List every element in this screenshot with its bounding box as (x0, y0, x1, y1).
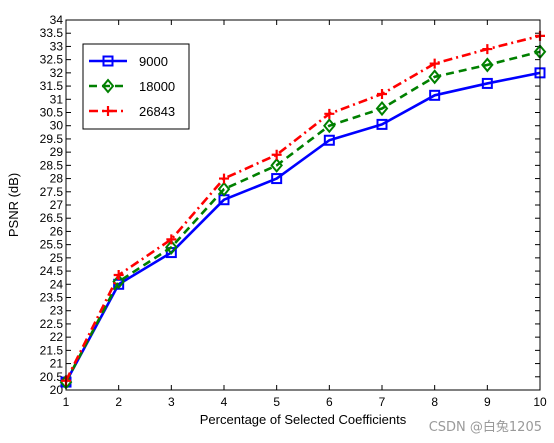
y-tick-label: 27 (50, 198, 64, 212)
series-line (64, 50, 541, 383)
y-tick-label: 29 (50, 145, 64, 159)
y-tick-label: 20 (50, 383, 64, 397)
legend-marker (101, 78, 115, 94)
y-tick-label: 26.5 (40, 211, 64, 225)
x-tick-label: 4 (221, 395, 228, 409)
plot-frame (65, 19, 541, 391)
x-tick-label: 8 (431, 395, 438, 409)
x-axis-ticks: 1 2 3 4 5 6 7 8 9 10 (63, 20, 547, 409)
data-point (429, 89, 441, 101)
x-tick-label: 5 (273, 395, 280, 409)
data-point (323, 118, 336, 134)
y-tick-label: 21 (50, 357, 64, 371)
x-tick-label: 7 (379, 395, 386, 409)
x-axis-label: Percentage of Selected Coefficients (200, 412, 407, 427)
y-tick-label: 26 (50, 224, 64, 238)
y-tick-label: 20.5 (40, 370, 64, 384)
data-point (271, 173, 283, 185)
data-point (377, 89, 387, 99)
watermark: CSDN @白兔1205 (428, 420, 542, 435)
y-tick-label: 31 (50, 92, 64, 106)
data-point (481, 57, 494, 73)
x-tick-label: 1 (63, 395, 70, 409)
legend-label: 26843 (139, 104, 175, 119)
data-point (113, 270, 124, 281)
series-layer (59, 30, 547, 390)
x-tick-label: 9 (484, 395, 491, 409)
data-point (270, 157, 283, 173)
y-tick-label: 31.5 (40, 79, 64, 93)
data-point (271, 149, 282, 160)
legend-label: 18000 (139, 79, 175, 94)
legend-marker (102, 55, 114, 67)
y-tick-label: 25 (50, 251, 64, 265)
legend: 9000 18000 26843 (82, 43, 190, 130)
data-point (217, 181, 231, 197)
y-tick-label: 34 (50, 13, 64, 27)
y-tick-label: 33 (50, 39, 64, 53)
data-point (112, 274, 125, 290)
y-tick-label: 28.5 (40, 158, 64, 172)
y-axis-label: PSNR (dB) (6, 173, 21, 237)
data-point (482, 44, 493, 55)
y-tick-label: 23.5 (40, 291, 64, 305)
data-point (376, 118, 388, 130)
data-point (219, 173, 229, 184)
x-tick-label: 2 (115, 395, 122, 409)
y-axis-ticks: 2020.52121.52222.52323.52424.52525.52626… (40, 13, 540, 397)
y-tick-label: 33.5 (40, 26, 64, 40)
data-point (166, 234, 177, 245)
y-tick-label: 32 (50, 66, 64, 80)
y-tick-label: 22 (50, 330, 64, 344)
y-tick-label: 29.5 (40, 132, 64, 146)
x-tick-label: 10 (533, 395, 547, 409)
data-point (428, 69, 441, 85)
data-point (165, 239, 178, 255)
y-tick-label: 30.5 (40, 106, 64, 120)
y-tick-label: 23 (50, 304, 64, 318)
y-tick-label: 28 (50, 172, 64, 186)
y-tick-label: 24 (50, 277, 64, 291)
legend-marker (103, 106, 113, 116)
x-tick-label: 6 (326, 395, 333, 409)
data-point (324, 108, 335, 119)
y-tick-label: 32.5 (40, 53, 64, 67)
y-tick-label: 30 (50, 119, 64, 133)
y-tick-label: 21.5 (40, 343, 64, 357)
data-point (429, 58, 440, 69)
legend-box (82, 43, 190, 130)
data-point (323, 134, 335, 146)
y-tick-label: 22.5 (40, 317, 64, 331)
x-tick-label: 3 (168, 395, 175, 409)
series-line (64, 71, 541, 383)
y-tick-label: 27.5 (40, 185, 64, 199)
data-point (375, 100, 389, 117)
legend-label: 9000 (139, 54, 168, 69)
data-point (481, 77, 493, 89)
y-tick-label: 25.5 (40, 238, 64, 252)
y-tick-label: 24.5 (40, 264, 64, 278)
